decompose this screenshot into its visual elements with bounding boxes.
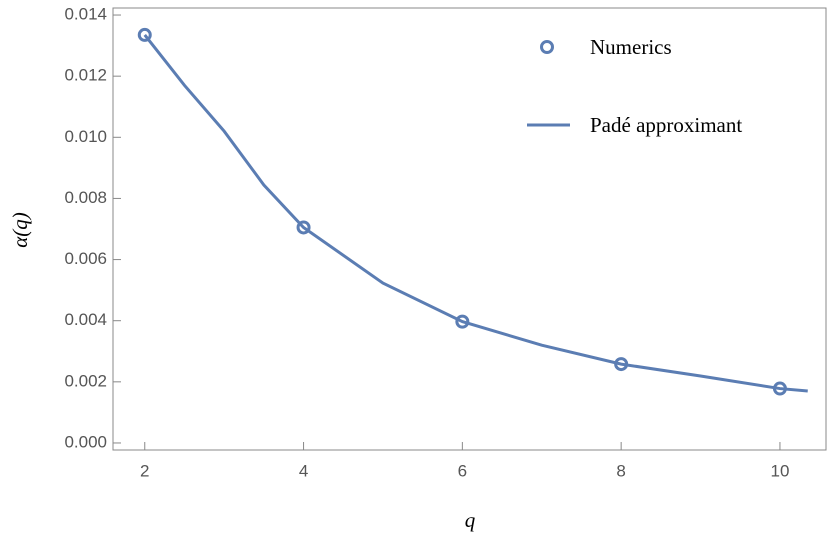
curve bbox=[143, 33, 808, 393]
x-tick-label: 10 bbox=[770, 461, 789, 480]
y-tick-label: 0.008 bbox=[64, 188, 107, 207]
plot-frame bbox=[112, 7, 827, 451]
y-axis-label: α(q) bbox=[8, 212, 32, 248]
y-tick-label: 0.014 bbox=[64, 5, 107, 24]
y-tick-label: 0.012 bbox=[64, 66, 107, 85]
y-tick-label: 0.004 bbox=[64, 310, 107, 329]
data-point bbox=[296, 220, 311, 235]
y-tick-label: 0.000 bbox=[64, 432, 107, 451]
x-tick-label: 4 bbox=[299, 461, 308, 480]
legend-marker bbox=[540, 40, 554, 54]
x-tick-label: 8 bbox=[616, 461, 625, 480]
x-tick-label: 2 bbox=[140, 461, 149, 480]
y-tick-label: 0.002 bbox=[64, 371, 107, 390]
y-tick-label: 0.006 bbox=[64, 249, 107, 268]
x-axis-label: q bbox=[465, 508, 476, 532]
legend-label: Numerics bbox=[590, 35, 672, 59]
legend-label: Padé approximant bbox=[590, 113, 742, 137]
x-tick-label: 6 bbox=[458, 461, 467, 480]
data-point bbox=[455, 314, 470, 329]
data-point bbox=[137, 27, 152, 42]
y-tick-label: 0.010 bbox=[64, 127, 107, 146]
